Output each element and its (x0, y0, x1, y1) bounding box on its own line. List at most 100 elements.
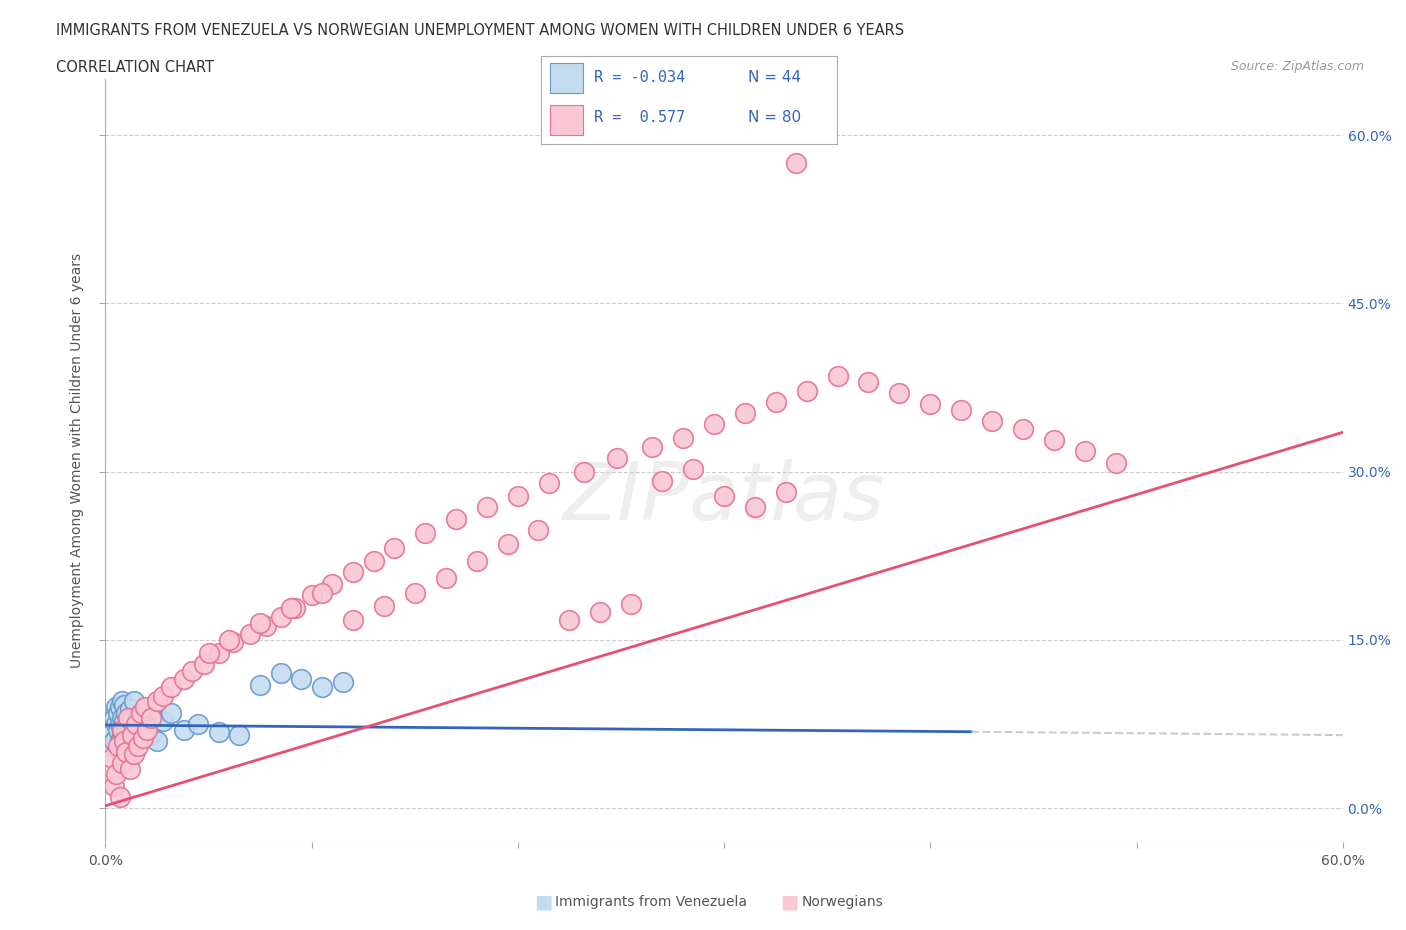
Point (115, 705, 138, 720)
Text: ■: ■ (534, 893, 553, 911)
Point (125, 716, 148, 731)
Point (160, 680, 183, 695)
Point (222, 634, 245, 649)
Point (208, 645, 231, 660)
Point (744, 500, 766, 515)
Point (117, 711, 139, 725)
Point (651, 473, 673, 488)
Point (434, 571, 457, 586)
Text: IMMIGRANTS FROM VENEZUELA VS NORWEGIAN UNEMPLOYMENT AMONG WOMEN WITH CHILDREN UN: IMMIGRANTS FROM VENEZUELA VS NORWEGIAN U… (56, 23, 904, 38)
Point (506, 489, 529, 504)
Point (173, 722, 195, 737)
Point (129, 705, 152, 720)
Point (111, 711, 134, 725)
Point (197, 645, 219, 660)
Point (672, 431, 695, 445)
Point (98, 727, 121, 742)
Point (129, 724, 152, 739)
Point (103, 778, 125, 793)
Point (270, 610, 292, 625)
Point (332, 675, 354, 690)
Point (146, 733, 169, 748)
Point (1043, 432, 1066, 447)
Point (112, 727, 135, 742)
Point (889, 386, 911, 401)
Point (475, 500, 498, 515)
Point (641, 440, 664, 455)
Point (254, 618, 277, 633)
Bar (550, 63, 582, 93)
Point (173, 671, 195, 686)
Point (775, 485, 797, 499)
Point (135, 722, 157, 737)
Text: Source: ZipAtlas.com: Source: ZipAtlas.com (1230, 60, 1364, 73)
Point (117, 716, 139, 731)
Point (734, 405, 756, 420)
Point (249, 616, 271, 631)
Point (139, 711, 162, 725)
Point (115, 722, 138, 737)
Point (124, 747, 146, 762)
Point (404, 585, 426, 600)
Point (120, 762, 142, 777)
Point (301, 588, 323, 603)
Point (249, 677, 271, 692)
Point (785, 155, 807, 170)
Point (121, 727, 143, 742)
Point (606, 451, 628, 466)
Point (152, 688, 174, 703)
Point (373, 599, 395, 614)
Point (537, 475, 560, 490)
Point (127, 709, 149, 724)
Point (135, 720, 157, 735)
Point (270, 666, 292, 681)
Point (120, 727, 142, 742)
Text: Norwegians: Norwegians (801, 895, 883, 910)
Y-axis label: Unemployment Among Women with Children Under 6 years: Unemployment Among Women with Children U… (70, 253, 84, 668)
Point (620, 596, 643, 611)
Point (208, 724, 231, 739)
Point (527, 523, 550, 538)
Point (342, 565, 364, 580)
Point (181, 664, 204, 679)
Point (765, 394, 787, 409)
Point (100, 751, 122, 765)
Point (115, 745, 138, 760)
Point (108, 733, 131, 748)
Text: R = -0.034: R = -0.034 (595, 71, 686, 86)
Point (858, 375, 880, 390)
Point (127, 739, 149, 754)
Point (111, 694, 134, 709)
Point (131, 731, 153, 746)
Point (796, 383, 818, 398)
Text: ■: ■ (780, 893, 799, 911)
Point (107, 722, 129, 737)
Point (290, 671, 312, 686)
Point (465, 554, 488, 569)
Text: CORRELATION CHART: CORRELATION CHART (56, 60, 214, 75)
Point (112, 713, 135, 728)
Point (363, 554, 385, 569)
Point (413, 525, 436, 540)
Point (134, 699, 156, 714)
Point (103, 711, 125, 725)
Point (1074, 444, 1097, 458)
Point (713, 489, 735, 504)
Point (104, 716, 127, 731)
Point (108, 790, 131, 804)
Text: Immigrants from Venezuela: Immigrants from Venezuela (555, 895, 748, 910)
Point (1012, 421, 1035, 436)
Point (108, 716, 131, 731)
Point (981, 414, 1004, 429)
Point (703, 417, 725, 432)
Point (342, 612, 364, 627)
Point (558, 612, 581, 627)
Point (1105, 455, 1128, 470)
Point (107, 739, 129, 754)
Point (131, 713, 153, 728)
Point (108, 699, 131, 714)
Point (280, 601, 302, 616)
Point (827, 369, 849, 384)
Point (107, 705, 129, 720)
Point (950, 403, 973, 418)
